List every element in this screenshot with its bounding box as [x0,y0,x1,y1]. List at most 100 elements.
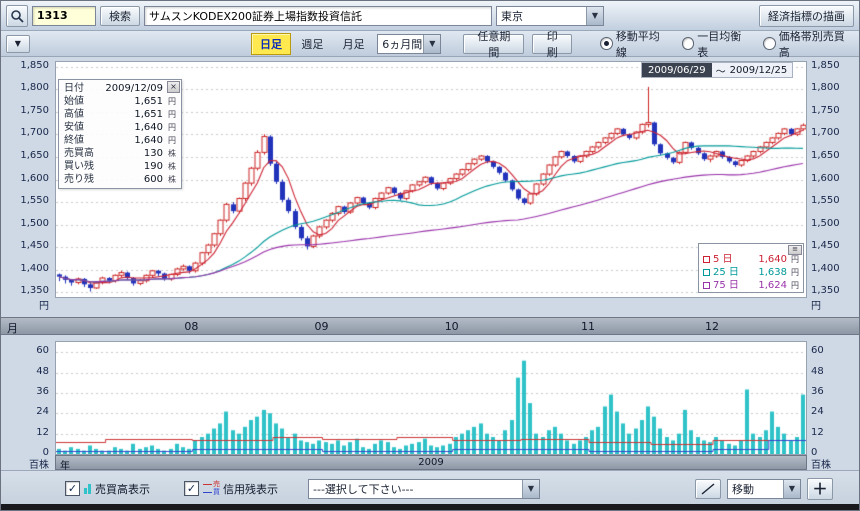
year-axis-bar: 年 2009 [55,455,807,472]
radio-label: 移動平均線 [615,29,660,59]
market-select[interactable]: 東京 ▼ [496,5,604,26]
legend-menu-icon[interactable]: ≡ [788,245,802,255]
price-axis-label: 1,450 [20,240,49,252]
ma75-row: 75 日 1,624 円 [703,279,799,292]
symbol-search-button[interactable] [6,4,28,27]
price-axis-label: 1,800 [20,82,49,94]
trendline-icon [701,482,715,495]
volume-axis-label: 12 [811,426,824,438]
radio-icon [763,37,776,50]
indicator-select[interactable]: ---選択して下さい--- ▼ [308,478,540,499]
volume-axis-label: 48 [811,365,824,377]
info-row-low: 安値 1,640 円 [64,122,176,133]
bottom-toolbar: 売買高表示 売 買 信用残表示 ---選択して下さい--- ▼ 移動 ▼ ＋ [1,470,859,510]
price-axis-label: 1,500 [20,217,49,229]
volume-axis-label: 36 [811,385,824,397]
chevron-down-icon: ▼ [586,6,603,25]
tab-monthly[interactable]: 月足 [342,37,365,51]
price-axis-label: 1,550 [811,195,840,207]
month-label: 08 [184,320,199,333]
stock-name-input[interactable] [144,5,492,26]
volume-chart-plot[interactable] [55,341,807,455]
month-label: 12 [705,320,720,333]
radio-ichimoku[interactable]: 一目均衡表 [681,28,751,60]
info-row-margin-sell: 売り残 600 株 [64,174,176,185]
date-separator: ～ [715,66,726,78]
economic-indicator-button[interactable]: 経済指標の描画 [759,4,854,27]
window-bottom-edge [1,504,859,510]
month-label: 10 [444,320,459,333]
tab-weekly[interactable]: 週足 [301,37,324,51]
ma5-swatch [703,256,710,263]
volume-axis-label: 60 [811,345,824,357]
price-unit-left: 円 [39,301,49,312]
move-mode-value: 移動 [732,482,754,496]
radio-volume-by-price[interactable]: 価格帯別売買高 [763,28,854,60]
info-row-high: 高値 1,651 円 [64,109,176,120]
year-axis-title: 年 [60,461,70,472]
price-unit-right: 円 [811,301,821,312]
date-range-display: 2009/06/29 ～ 2009/12/25 [641,62,794,78]
month-label: 09 [314,320,329,333]
radio-icon [681,37,695,50]
month-label: 11 [581,320,596,333]
volume-axis-label: 24 [36,406,49,418]
radio-moving-average[interactable]: 移動平均線 [600,28,669,60]
ma25-row: 25 日 1,638 円 [703,266,799,279]
trendline-tool-button[interactable] [695,478,721,499]
search-button[interactable]: 検索 [100,5,140,26]
volume-canvas [56,342,806,454]
tab-daily[interactable]: 日足 [251,32,291,55]
margin-display-checkbox[interactable] [184,481,199,496]
price-axis-label: 1,450 [811,240,840,252]
month-axis-title: 月 [7,322,18,335]
quote-info-box: × 日付 2009/12/09 始値 1,651 円 高値 1,651 円 安値 1,640… [58,79,182,189]
price-axis-label: 1,800 [811,82,840,94]
drawing-tools-group: 移動 ▼ ＋ [695,477,833,500]
volume-axis-label: 36 [36,385,49,397]
period-select[interactable]: 6ヵ月間 ▼ [377,33,442,54]
margin-lines-icon: 売 買 [203,481,220,496]
search-icon [11,9,24,23]
move-mode-select[interactable]: 移動 ▼ [727,478,801,499]
top-toolbar: 検索 東京 ▼ 経済指標の描画 [1,1,859,31]
info-row-close: 終値 1,640 円 [64,135,176,146]
date-to: 2009/12/25 [729,64,788,76]
stock-code-input[interactable] [32,5,96,26]
volume-axis-label: 12 [36,426,49,438]
panel-collapse-button[interactable]: ▼ [6,34,30,53]
volume-bars-icon [84,483,92,494]
price-axis-label: 1,400 [811,262,840,274]
price-axis-label: 1,650 [811,149,840,161]
info-row-date: 日付 2009/12/09 [64,83,163,94]
price-axis-label: 1,400 [20,262,49,274]
month-axis-bar: 月 08 09 10 11 12 [1,317,859,335]
close-icon[interactable]: × [167,81,180,93]
chevron-down-icon: ▼ [14,39,21,48]
ma75-swatch [703,282,710,289]
volume-unit-right: 百株 [811,460,831,471]
chart-settings-toolbar: ▼ 日足 週足 月足 6ヵ月間 ▼ 任意期間 印刷 移動平均線 一目均衡表 価格… [1,28,859,60]
indicator-select-value: ---選択して下さい--- [313,482,414,496]
price-axis-label: 1,850 [20,59,49,71]
crosshair-plus-button[interactable]: ＋ [807,477,833,500]
radio-label: 一目均衡表 [697,29,742,59]
price-axis-label: 1,700 [811,127,840,139]
custom-range-button[interactable]: 任意期間 [463,30,525,59]
volume-axis-label: 60 [36,345,49,357]
price-axis-label: 1,350 [811,285,840,297]
info-row-open: 始値 1,651 円 [64,96,176,107]
info-row-volume: 売買高 130 株 [64,148,176,159]
volume-axis-label: 0 [811,447,818,458]
print-button[interactable]: 印刷 [532,30,573,59]
volume-display-checkbox[interactable] [65,481,80,496]
price-axis-label: 1,650 [20,149,49,161]
price-axis-label: 1,750 [20,104,49,116]
price-axis-label: 1,600 [811,172,840,184]
volume-axis-label: 24 [811,406,824,418]
price-axis-label: 1,550 [20,195,49,207]
price-axis-label: 1,350 [20,285,49,297]
volume-axis-label: 48 [36,365,49,377]
period-select-value: 6ヵ月間 [382,37,423,51]
